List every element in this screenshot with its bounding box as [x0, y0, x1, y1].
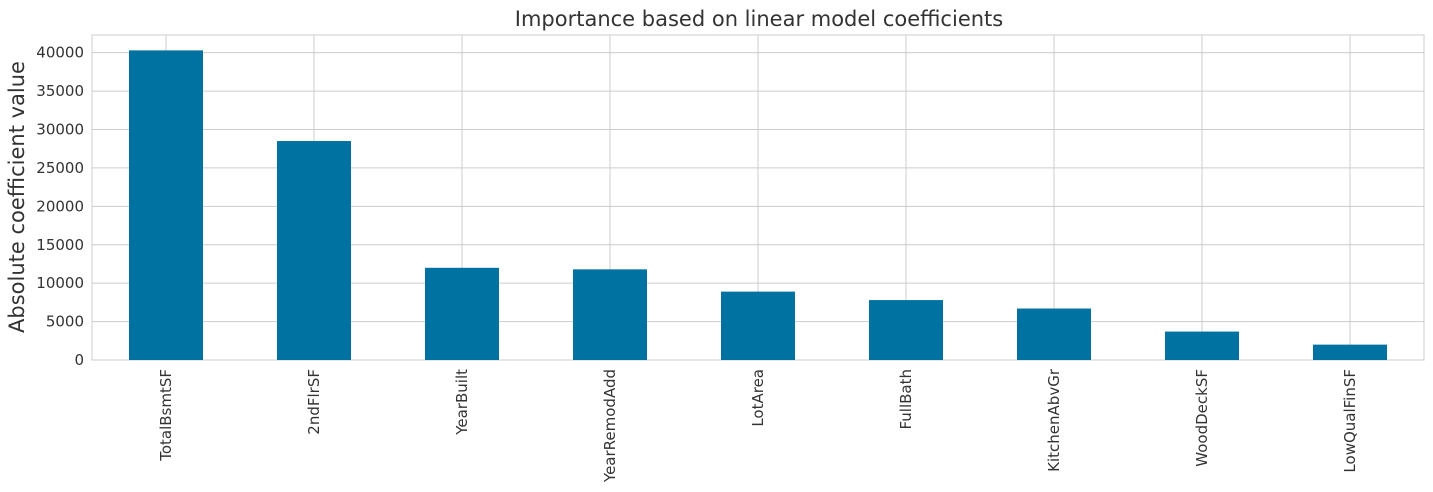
y-tick-label: 5000 — [46, 313, 84, 331]
x-tick-label: YearBuilt — [453, 369, 471, 436]
x-tick-label: WoodDeckSF — [1193, 369, 1211, 467]
bar-TotalBsmtSF — [129, 50, 203, 361]
bar-LotArea — [721, 291, 795, 360]
x-tick-label: 2ndFlrSF — [305, 369, 323, 435]
bar-2ndFlrSF — [277, 141, 351, 360]
x-tick-label: LotArea — [749, 369, 767, 427]
y-tick-label: 25000 — [36, 159, 84, 177]
bar-WoodDeckSF — [1165, 331, 1239, 360]
y-tick-label: 10000 — [36, 274, 84, 292]
y-tick-label: 20000 — [36, 197, 84, 215]
y-tick-label: 15000 — [36, 236, 84, 254]
bar-LowQualFinSF — [1313, 344, 1387, 360]
y-tick-label: 30000 — [36, 121, 84, 139]
bar-FullBath — [869, 300, 943, 360]
x-tick-label: YearRemodAdd — [601, 369, 619, 483]
x-tick-label: KitchenAbvGr — [1045, 368, 1063, 472]
y-tick-label: 0 — [74, 351, 84, 369]
y-tick-label: 40000 — [36, 44, 84, 62]
x-tick-label: FullBath — [897, 369, 915, 430]
bars — [129, 50, 1387, 361]
bar-YearRemodAdd — [573, 269, 647, 360]
x-axis-ticks: TotalBsmtSF 2ndFlrSF YearBuilt YearRemodAdd… — [157, 368, 1359, 483]
chart-title: Importance based on linear model coeffic… — [515, 7, 1003, 31]
x-tick-label: LowQualFinSF — [1341, 369, 1359, 473]
y-tick-label: 35000 — [36, 82, 84, 100]
y-axis-ticks: 0 5000 10000 15000 20000 25000 30000 35000 40000 — [36, 44, 84, 369]
x-tick-label: TotalBsmtSF — [157, 369, 175, 462]
y-axis-label: Absolute coefficient value — [5, 61, 29, 333]
bar-YearBuilt — [425, 267, 499, 360]
bar-KitchenAbvGr — [1017, 308, 1091, 360]
